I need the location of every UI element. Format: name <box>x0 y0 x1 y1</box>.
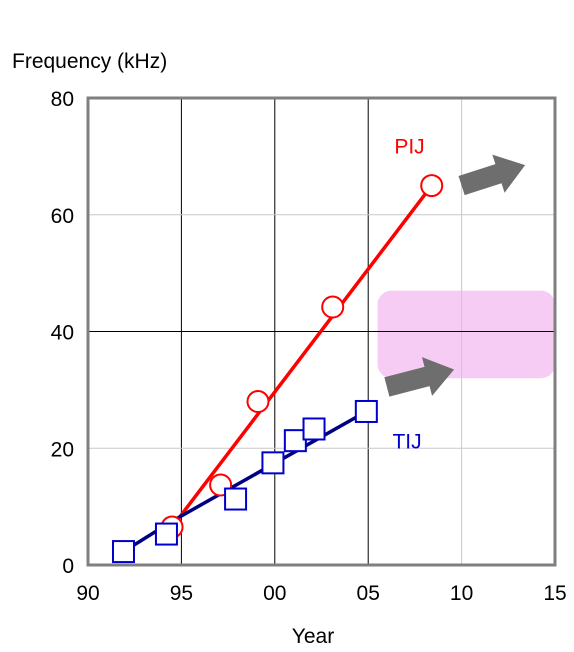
tij-trend-arrow <box>384 357 455 397</box>
y-tick-label-4: 80 <box>51 88 74 111</box>
pij-trend-line <box>170 184 434 529</box>
series-layer <box>111 174 444 564</box>
tij-series-label: TIJ <box>392 430 421 453</box>
pij-series-label: PIJ <box>394 135 424 158</box>
x-tick-label-1: 95 <box>170 582 193 605</box>
tij-point-3 <box>261 451 285 475</box>
tij-point-4 <box>283 429 307 453</box>
highlight-layer <box>377 290 555 379</box>
y-axis-title: Frequency (kHz) <box>12 50 167 73</box>
pij-point-3 <box>321 295 345 319</box>
trend-arrows <box>384 154 526 397</box>
tij-point-6 <box>354 399 378 423</box>
y-tick-label-3: 60 <box>51 205 74 228</box>
x-tick-label-2: 00 <box>263 582 286 605</box>
pij-point-2 <box>246 390 270 414</box>
tij-point-2 <box>224 487 248 511</box>
y-tick-label-1: 20 <box>51 438 74 461</box>
tij-point-0 <box>111 540 135 564</box>
tij-point-1 <box>154 522 178 546</box>
tij-point-5 <box>302 417 326 441</box>
x-tick-label-5: 15 <box>543 582 566 605</box>
highlight-box <box>377 290 555 379</box>
x-tick-label-0: 90 <box>76 582 99 605</box>
series-labels: PIJ TIJ <box>392 135 424 453</box>
y-tick-label-2: 40 <box>51 322 74 345</box>
pij-point-4 <box>420 174 444 198</box>
pij-trend-arrow <box>458 154 526 196</box>
x-tick-label-3: 05 <box>357 582 380 605</box>
plot-frame <box>86 96 557 567</box>
tick-labels: 90 95 00 05 10 15 0 20 40 60 80 <box>51 88 567 605</box>
x-tick-label-4: 10 <box>450 582 473 605</box>
x-axis-title: Year <box>292 625 334 648</box>
y-tick-label-0: 0 <box>62 555 74 578</box>
